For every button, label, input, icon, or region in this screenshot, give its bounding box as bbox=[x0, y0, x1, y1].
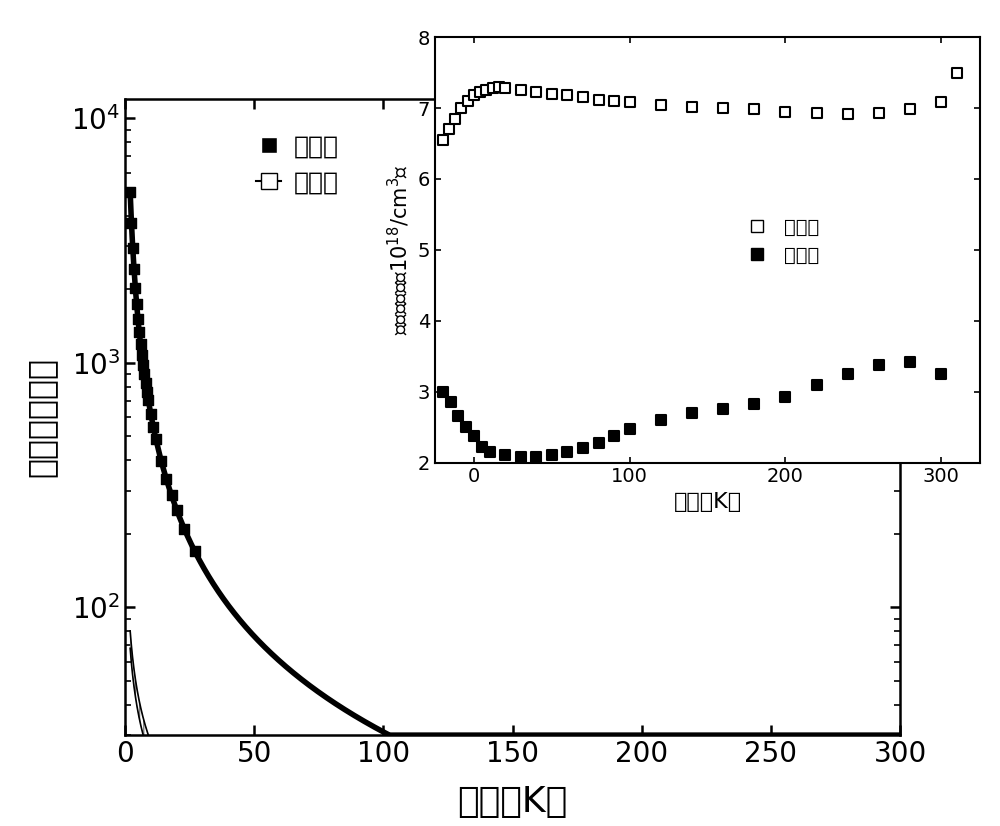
Point bbox=[135, 358, 151, 372]
Point bbox=[622, 422, 638, 435]
Point bbox=[902, 355, 918, 368]
Point bbox=[840, 368, 856, 381]
Point bbox=[143, 407, 159, 420]
Point bbox=[559, 88, 575, 102]
Point bbox=[606, 429, 622, 442]
Point bbox=[684, 406, 700, 420]
Point bbox=[122, 186, 138, 199]
Point bbox=[131, 325, 147, 339]
Point bbox=[575, 91, 591, 104]
Point bbox=[125, 241, 141, 254]
Point bbox=[127, 281, 143, 294]
Point bbox=[808, 107, 824, 120]
Point bbox=[136, 368, 152, 381]
Point bbox=[684, 100, 700, 113]
Point bbox=[777, 391, 793, 404]
Point bbox=[653, 98, 669, 112]
Point bbox=[491, 80, 507, 93]
Point bbox=[590, 93, 606, 107]
Point bbox=[134, 348, 150, 361]
X-axis label: 温度（K）: 温度（K） bbox=[457, 785, 568, 819]
Point bbox=[130, 312, 146, 325]
Point bbox=[622, 96, 638, 109]
Point bbox=[435, 385, 451, 398]
Point bbox=[902, 103, 918, 116]
Point bbox=[148, 433, 164, 446]
Point bbox=[450, 410, 466, 423]
Point bbox=[715, 102, 731, 115]
Point bbox=[453, 102, 469, 115]
Point bbox=[933, 368, 949, 381]
Point bbox=[808, 378, 824, 392]
Point bbox=[746, 398, 762, 411]
Point bbox=[158, 472, 174, 486]
Point bbox=[653, 413, 669, 426]
Point bbox=[472, 86, 488, 99]
Point bbox=[460, 94, 476, 107]
Point bbox=[544, 449, 560, 462]
Legend: 负极化, 正极化: 负极化, 正极化 bbox=[246, 125, 349, 205]
Point bbox=[132, 337, 149, 350]
Point bbox=[513, 83, 529, 97]
Point bbox=[497, 449, 513, 462]
Point bbox=[435, 133, 451, 146]
Point bbox=[777, 105, 793, 118]
Point bbox=[447, 112, 463, 126]
Point bbox=[840, 107, 856, 121]
Point bbox=[138, 377, 154, 390]
Point bbox=[126, 263, 142, 276]
Point bbox=[441, 123, 457, 136]
Point bbox=[458, 420, 474, 434]
Point bbox=[513, 450, 529, 463]
Point bbox=[478, 83, 494, 97]
Point bbox=[528, 450, 544, 463]
Point bbox=[129, 297, 145, 311]
Point bbox=[559, 445, 575, 458]
Point bbox=[606, 94, 622, 107]
Point bbox=[871, 358, 887, 372]
Point bbox=[746, 103, 762, 116]
Point bbox=[575, 442, 591, 455]
Y-axis label: 电阵（千欧）: 电阵（千欧） bbox=[24, 357, 57, 477]
Point bbox=[544, 88, 560, 101]
Point bbox=[949, 66, 965, 79]
Point bbox=[443, 396, 459, 409]
X-axis label: 温度（K）: 温度（K） bbox=[673, 492, 742, 512]
Point bbox=[140, 393, 156, 406]
Point bbox=[590, 436, 606, 449]
Point bbox=[169, 503, 185, 516]
Point bbox=[466, 429, 482, 442]
Point bbox=[164, 489, 180, 502]
Point bbox=[485, 82, 501, 95]
Point bbox=[497, 82, 513, 95]
Point bbox=[715, 403, 731, 416]
Point bbox=[933, 96, 949, 109]
Point bbox=[466, 88, 482, 102]
Point bbox=[123, 216, 139, 230]
Point bbox=[139, 385, 155, 398]
Point bbox=[474, 440, 490, 453]
Point bbox=[187, 544, 203, 558]
Point bbox=[176, 523, 192, 536]
Point bbox=[145, 420, 161, 434]
Y-axis label: 载流子浓度（$10^{18}$/cm$^3$）: 载流子浓度（$10^{18}$/cm$^3$） bbox=[386, 164, 412, 335]
Legend: 正极化, 负极化: 正极化, 负极化 bbox=[730, 210, 827, 273]
Point bbox=[871, 107, 887, 120]
Point bbox=[528, 86, 544, 99]
Point bbox=[153, 454, 169, 468]
Point bbox=[482, 445, 498, 458]
